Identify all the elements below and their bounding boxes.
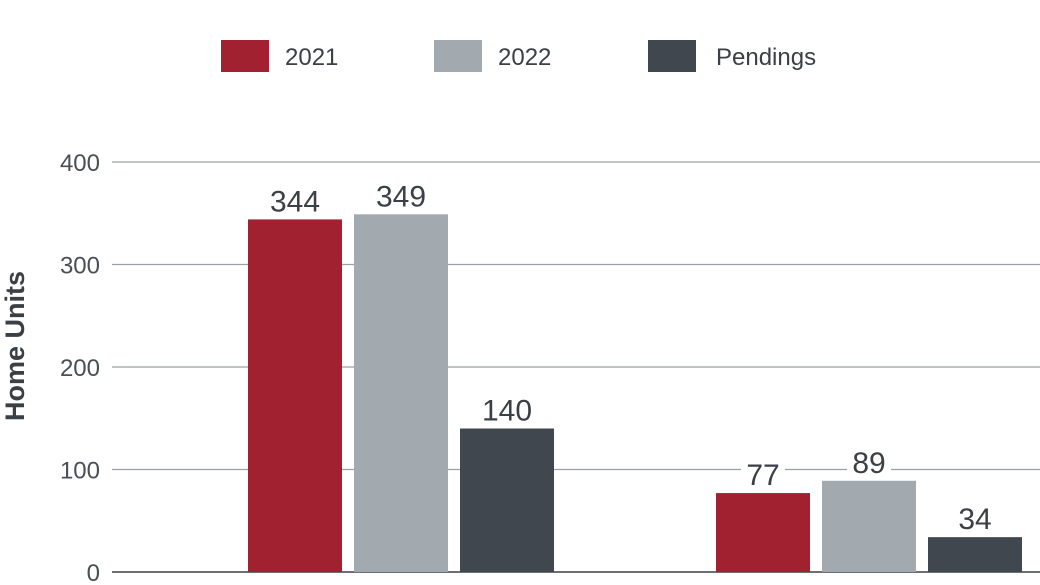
legend: 2021 2022 Pendings xyxy=(221,40,816,72)
y-tick-label: 200 xyxy=(60,355,100,382)
bar-value-label: 34 xyxy=(958,503,991,536)
bar-label-bg xyxy=(953,501,997,532)
bar-value-label: 344 xyxy=(270,185,320,218)
bar-value-labels: 344 77 349 89 140 34 xyxy=(264,178,997,536)
legend-label: 2022 xyxy=(498,44,551,71)
legend-label: Pendings xyxy=(716,44,816,71)
bar-label-bg xyxy=(847,444,891,475)
y-axis-label: Home Units xyxy=(0,271,30,421)
bar-2022 xyxy=(822,480,916,572)
bar-value-label: 77 xyxy=(746,459,779,492)
y-tick-label: 300 xyxy=(60,253,100,280)
legend-swatch xyxy=(221,40,269,72)
bar-value-label: 140 xyxy=(482,395,532,428)
bar-label-bg xyxy=(741,457,785,488)
legend-swatch xyxy=(648,40,696,72)
y-tick-label: 400 xyxy=(60,150,100,177)
bar-label-bg xyxy=(476,392,538,423)
bar-label-bg xyxy=(370,178,432,209)
y-axis-ticks: 0 100 200 300 400 xyxy=(60,150,100,585)
bar-value-label: 89 xyxy=(852,447,885,480)
bars xyxy=(248,214,1022,572)
bar-value-label: 349 xyxy=(376,180,426,213)
bar-2021 xyxy=(248,219,342,572)
bar-pendings xyxy=(460,428,554,572)
y-tick-label: 0 xyxy=(87,560,100,585)
legend-label: 2021 xyxy=(285,44,338,71)
bar-2022 xyxy=(354,214,448,572)
y-tick-label: 100 xyxy=(60,458,100,485)
bar-pendings xyxy=(928,537,1022,572)
bar-label-bg xyxy=(264,183,326,214)
legend-swatch xyxy=(434,40,482,72)
bar-2021 xyxy=(716,493,810,572)
